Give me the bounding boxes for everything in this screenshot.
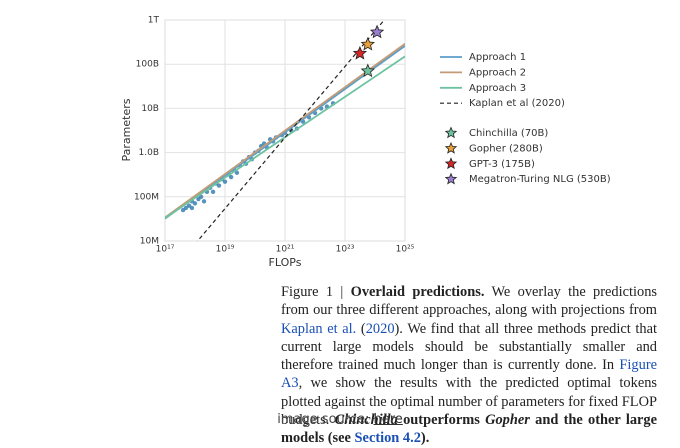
- legend: Approach 1 Approach 2 Approach 3 Kaplan et …: [440, 52, 611, 185]
- legend-swatch: [444, 141, 458, 154]
- legend-label: Megatron-Turing NLG (530B): [469, 174, 611, 185]
- legend-swatch: [444, 126, 458, 139]
- legend-label: Gopher (280B): [469, 143, 543, 154]
- x-tick-label: 10¹⁹: [216, 245, 235, 255]
- caption-plain: We overlay the predictions from our thre…: [281, 284, 657, 319]
- line-series: [165, 55, 405, 219]
- data-point: [222, 179, 228, 184]
- data-point: [216, 183, 222, 188]
- caption-plain: , we show the results with the predicted…: [281, 375, 657, 429]
- labels: 10¹⁷ 10¹⁹ 10²¹ 10²³ 10²⁵ 10M 100M 1.0B 10B 100B 1T: [134, 16, 415, 255]
- x-tick-label: 10²⁵: [396, 245, 415, 255]
- source-link[interactable]: here: [373, 412, 403, 427]
- caption-link[interactable]: 2020: [365, 320, 395, 337]
- chart: 10¹⁷ 10¹⁹ 10²¹ 10²³ 10²⁵ 10M 100M 1.0B 10B 100B 1T…: [120, 16, 611, 270]
- y-tick-label: 100M: [134, 192, 159, 202]
- y-tick-label: 100B: [136, 60, 159, 70]
- caption-bold-link[interactable]: Section 4.2: [354, 430, 421, 447]
- caption-bold-italic: Gopher: [485, 412, 530, 429]
- data-point: [192, 201, 198, 206]
- page: {"chart_data": {"type": "line", "xlabel"…: [0, 15, 680, 447]
- data-point: [183, 205, 189, 211]
- y-tick-label: 1T: [148, 16, 160, 26]
- x-tick-label: 10²³: [336, 245, 355, 255]
- data-point: [234, 170, 240, 175]
- legend-label: Chinchilla (70B): [469, 128, 548, 139]
- legend-swatch: [444, 157, 458, 170]
- legend-swatch: [444, 172, 458, 185]
- legend-label: Approach 2: [469, 67, 526, 78]
- image-source: image source: here: [0, 412, 680, 427]
- caption-link[interactable]: Figure A3: [281, 357, 657, 392]
- caption-plain: ). We find that all three methods predic…: [281, 320, 658, 374]
- y-tick-label: 10B: [141, 104, 159, 114]
- legend-label: GPT-3 (175B): [469, 159, 535, 170]
- legend-label: Approach 1: [469, 52, 526, 63]
- caption-bold-italic: Chinchilla: [334, 412, 398, 429]
- caption-plain: Figure 1 |: [281, 284, 351, 300]
- data-point: [201, 199, 207, 204]
- x-tick-label: 10²¹: [276, 245, 295, 255]
- y-axis-label: Parameters: [120, 98, 133, 161]
- model-star: [369, 24, 385, 39]
- x-tick-label: 10¹⁷: [156, 245, 175, 255]
- y-tick-label: 1.0B: [139, 148, 160, 158]
- caption-bold: outperforms: [397, 412, 486, 429]
- caption-bold: ).: [420, 430, 430, 447]
- legend-label: Approach 3: [469, 83, 526, 94]
- line-series: [196, 20, 386, 241]
- plot-area: [165, 20, 405, 241]
- model-star: [360, 63, 375, 78]
- caption-link[interactable]: Kaplan et al.: [281, 320, 357, 337]
- caption-plain: (: [356, 320, 366, 337]
- model-star: [352, 45, 368, 60]
- data-point: [210, 189, 216, 194]
- model-star: [360, 36, 375, 51]
- x-axis-label: FLOPs: [269, 256, 302, 269]
- legend-label: Kaplan et al (2020): [469, 98, 565, 109]
- data-point: [198, 194, 204, 199]
- data-point: [228, 174, 234, 180]
- source-label: image source:: [277, 412, 370, 427]
- y-tick-label: 10M: [140, 237, 159, 247]
- plot-frame: [164, 19, 406, 242]
- data-point: [189, 205, 195, 211]
- caption-bold: Overlaid predictions.: [350, 284, 485, 300]
